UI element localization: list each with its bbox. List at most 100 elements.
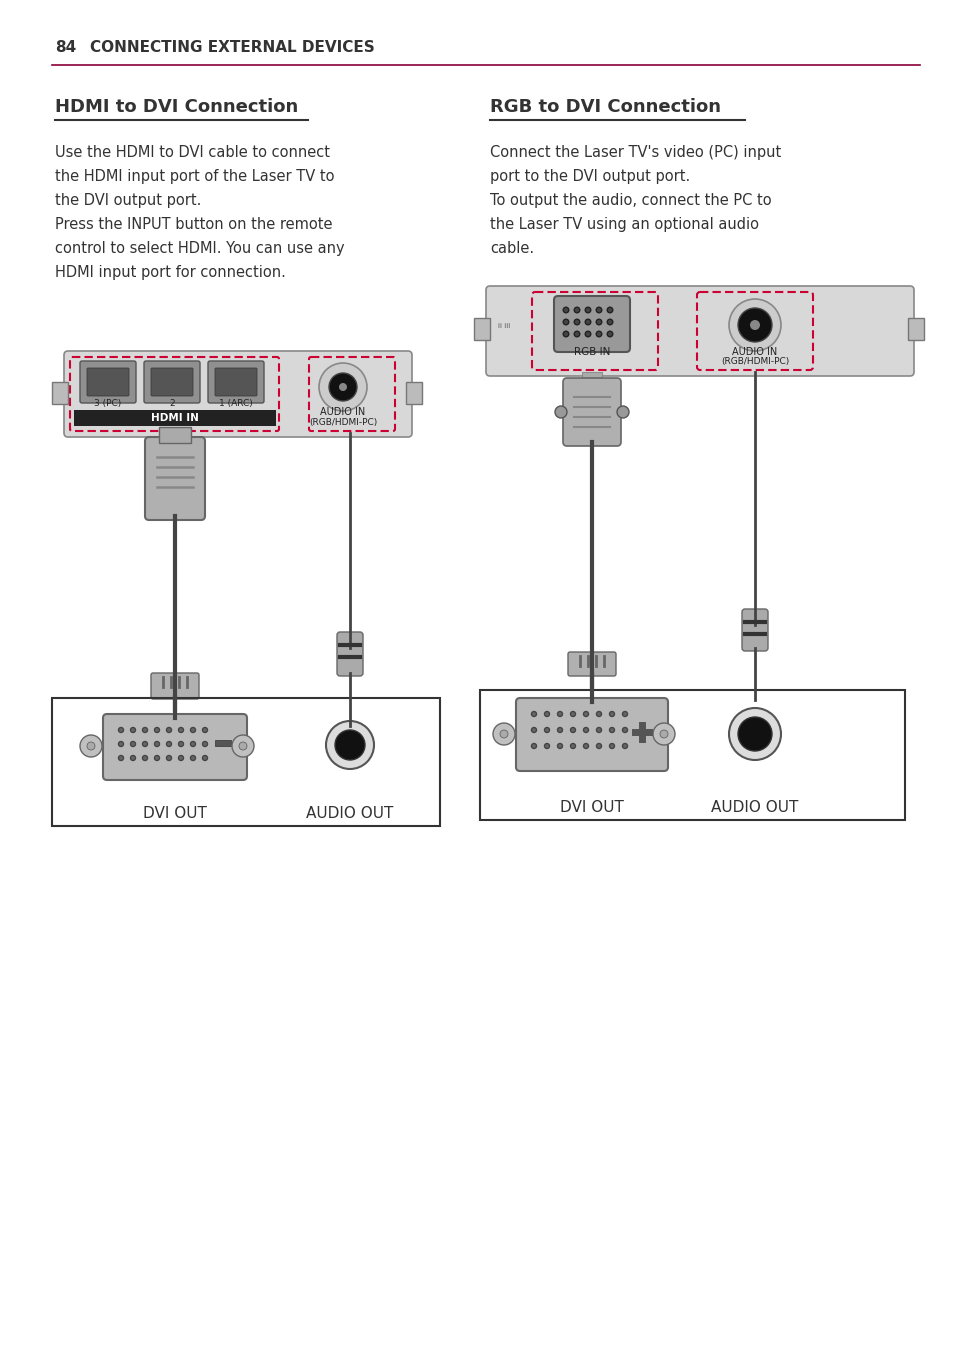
Circle shape (167, 742, 172, 746)
Circle shape (202, 727, 208, 733)
Circle shape (570, 743, 575, 749)
Circle shape (609, 743, 614, 749)
Bar (406, 382, 421, 403)
Circle shape (606, 320, 612, 325)
Circle shape (557, 743, 562, 749)
FancyBboxPatch shape (145, 437, 205, 520)
Circle shape (562, 320, 568, 325)
Circle shape (154, 756, 159, 761)
Text: DVI OUT: DVI OUT (559, 800, 623, 815)
Bar (474, 318, 490, 340)
Circle shape (596, 743, 601, 749)
Circle shape (570, 727, 575, 733)
Circle shape (584, 307, 590, 313)
Circle shape (570, 711, 575, 716)
Circle shape (596, 727, 601, 733)
FancyBboxPatch shape (87, 368, 129, 395)
Circle shape (584, 320, 590, 325)
FancyBboxPatch shape (214, 368, 256, 395)
Circle shape (167, 756, 172, 761)
FancyBboxPatch shape (80, 362, 136, 403)
Circle shape (728, 708, 781, 760)
Circle shape (617, 406, 628, 418)
Bar (581, 372, 601, 382)
Bar (74, 410, 275, 427)
Circle shape (606, 332, 612, 337)
Bar (165, 433, 185, 445)
Circle shape (531, 711, 536, 716)
FancyBboxPatch shape (144, 362, 200, 403)
Circle shape (118, 727, 123, 733)
Circle shape (596, 332, 601, 337)
Text: HDMI to DVI Connection: HDMI to DVI Connection (55, 97, 298, 116)
Circle shape (239, 742, 247, 750)
Circle shape (544, 727, 549, 733)
Circle shape (606, 307, 612, 313)
Text: Use the HDMI to DVI cable to connect
the HDMI input port of the Laser TV to
the : Use the HDMI to DVI cable to connect the… (55, 145, 344, 280)
Text: 2: 2 (169, 399, 174, 408)
Circle shape (87, 742, 95, 750)
Circle shape (609, 711, 614, 716)
Text: ii iii: ii iii (497, 324, 510, 329)
Text: AUDIO OUT: AUDIO OUT (711, 800, 798, 815)
FancyBboxPatch shape (485, 286, 913, 376)
Circle shape (131, 756, 135, 761)
Text: HDMI IN: HDMI IN (151, 413, 199, 422)
Circle shape (583, 743, 588, 749)
Circle shape (499, 730, 507, 738)
FancyBboxPatch shape (151, 368, 193, 395)
Circle shape (622, 727, 627, 733)
FancyBboxPatch shape (208, 362, 264, 403)
Circle shape (131, 742, 135, 746)
Circle shape (544, 743, 549, 749)
Circle shape (555, 406, 566, 418)
Text: RGB to DVI Connection: RGB to DVI Connection (490, 97, 720, 116)
Circle shape (622, 711, 627, 716)
Circle shape (596, 711, 601, 716)
Circle shape (154, 727, 159, 733)
Bar (479, 691, 904, 821)
Circle shape (329, 372, 356, 401)
Text: DVI OUT: DVI OUT (143, 806, 207, 821)
Circle shape (335, 730, 365, 760)
FancyBboxPatch shape (554, 297, 629, 352)
FancyBboxPatch shape (567, 653, 616, 676)
Circle shape (118, 756, 123, 761)
Circle shape (80, 735, 102, 757)
Circle shape (584, 332, 590, 337)
Circle shape (544, 711, 549, 716)
Circle shape (178, 756, 183, 761)
FancyBboxPatch shape (103, 714, 247, 780)
Text: 3 (PC): 3 (PC) (94, 399, 121, 408)
Circle shape (596, 307, 601, 313)
Text: Connect the Laser TV's video (PC) input
port to the DVI output port.
To output t: Connect the Laser TV's video (PC) input … (490, 145, 781, 256)
FancyBboxPatch shape (151, 673, 199, 699)
Circle shape (557, 727, 562, 733)
Circle shape (191, 756, 195, 761)
Circle shape (338, 383, 347, 391)
Circle shape (326, 720, 374, 769)
Text: RGB IN: RGB IN (573, 347, 610, 357)
Circle shape (191, 742, 195, 746)
Circle shape (142, 727, 148, 733)
Circle shape (531, 743, 536, 749)
Circle shape (118, 742, 123, 746)
FancyBboxPatch shape (64, 351, 412, 437)
Bar (52, 699, 439, 826)
FancyBboxPatch shape (562, 378, 620, 445)
Circle shape (142, 742, 148, 746)
Circle shape (583, 727, 588, 733)
Circle shape (178, 742, 183, 746)
Text: 84: 84 (55, 41, 76, 56)
Circle shape (574, 307, 579, 313)
Text: AUDIO OUT: AUDIO OUT (306, 806, 394, 821)
Text: (RGB/HDMI-PC): (RGB/HDMI-PC) (720, 357, 788, 366)
Circle shape (191, 727, 195, 733)
Text: CONNECTING EXTERNAL DEVICES: CONNECTING EXTERNAL DEVICES (90, 41, 375, 56)
Circle shape (202, 756, 208, 761)
FancyBboxPatch shape (516, 699, 667, 770)
Circle shape (652, 723, 675, 745)
Circle shape (596, 320, 601, 325)
Circle shape (738, 307, 771, 343)
Circle shape (557, 711, 562, 716)
